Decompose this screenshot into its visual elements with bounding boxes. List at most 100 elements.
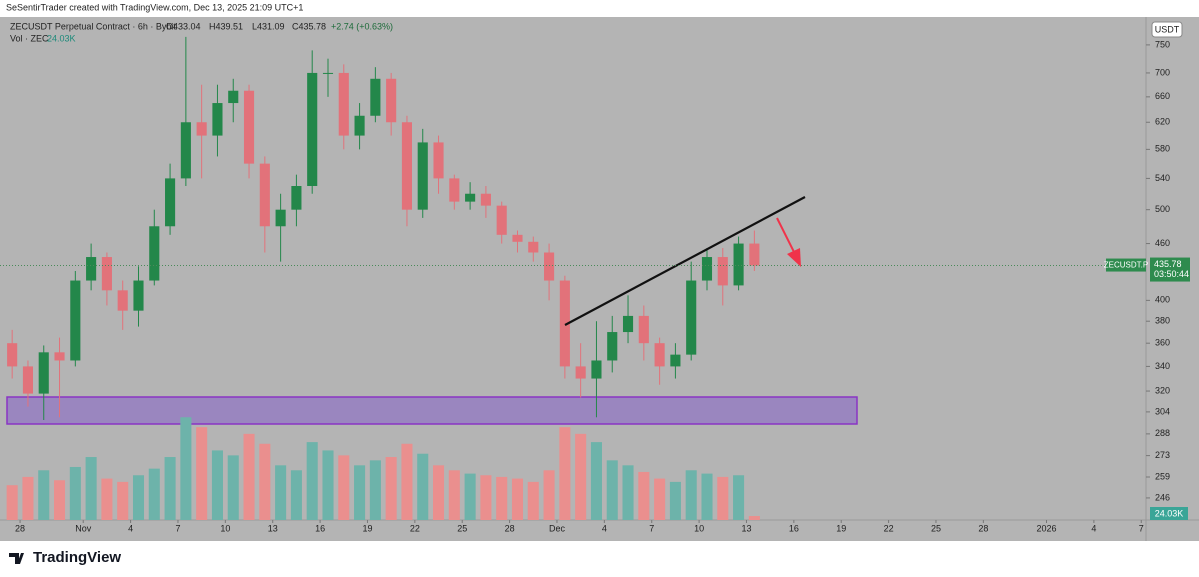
candle-body	[433, 142, 444, 179]
candle-body	[275, 209, 286, 227]
volume-bar	[354, 465, 366, 520]
candle-body	[243, 90, 255, 164]
candle-body	[180, 122, 191, 179]
x-tick-label: 4	[128, 523, 133, 533]
candle-body	[386, 78, 397, 123]
candle-body	[528, 241, 539, 253]
volume-bar	[606, 460, 618, 520]
volume-bar	[275, 465, 287, 520]
candle-body	[496, 205, 507, 235]
volume-bar	[85, 457, 97, 520]
volume-bar	[338, 455, 350, 520]
volume-bar	[480, 475, 492, 520]
volume-bar	[132, 475, 145, 520]
candle-body	[101, 257, 112, 291]
y-tick-label: 259	[1155, 471, 1170, 481]
y-tick-label: 288	[1155, 428, 1170, 438]
candle-body	[291, 185, 302, 210]
candle-body	[465, 193, 476, 202]
y-tick-label: 660	[1155, 91, 1170, 101]
x-tick-label: 28	[15, 523, 25, 533]
volume-bar	[638, 471, 650, 520]
candle-body	[607, 332, 618, 361]
volume-bar	[433, 465, 445, 520]
volume-bar	[322, 450, 334, 520]
x-tick-label: 7	[1139, 523, 1144, 533]
volume-bar	[733, 475, 745, 520]
x-tick-label: Nov	[75, 523, 92, 533]
x-tick-label: 22	[410, 523, 420, 533]
symbol-label-box	[1106, 258, 1146, 272]
candle-body	[686, 280, 697, 355]
y-tick-label: 360	[1155, 338, 1170, 348]
volume-bar	[259, 443, 271, 520]
candle-body	[544, 252, 555, 281]
candle-body	[22, 366, 34, 394]
legend-low: L431.09	[252, 21, 285, 31]
y-tick-label: 620	[1155, 117, 1170, 127]
candle-body	[717, 257, 728, 286]
y-tick-label: 400	[1155, 295, 1170, 305]
volume-bar	[6, 485, 18, 520]
volume-bar	[22, 476, 34, 520]
candle-body	[212, 103, 223, 136]
candle-body	[149, 226, 160, 281]
legend-close: C435.78	[292, 21, 326, 31]
legend-volume-value: 24.03K	[47, 33, 76, 43]
y-tick-label: 750	[1155, 39, 1170, 49]
x-tick-label: 4	[1091, 523, 1096, 533]
y-tick-label: 320	[1155, 385, 1170, 395]
arrow-shaft	[776, 217, 797, 257]
x-tick-label: 28	[978, 523, 988, 533]
trendline	[564, 196, 806, 326]
legend-open: O433.04	[166, 21, 201, 31]
volume-bar	[511, 478, 524, 520]
x-tick-label: 22	[884, 523, 894, 533]
brand-logo	[9, 553, 24, 564]
candle-body	[38, 352, 49, 394]
candle-body	[370, 78, 381, 116]
chart-title: SeSentirTrader created with TradingView.…	[6, 2, 303, 12]
candle-body	[670, 354, 681, 367]
candle-body	[133, 280, 144, 311]
y-tick-label: 700	[1155, 67, 1170, 77]
x-tick-label: 19	[362, 523, 372, 533]
candle-body	[196, 122, 207, 136]
brand: TradingView	[33, 549, 121, 566]
x-tick-label: 16	[789, 523, 799, 533]
currency: USDT	[1155, 24, 1180, 34]
volume-bar	[464, 473, 476, 520]
x-tick-label: 13	[741, 523, 751, 533]
volume-bar	[559, 427, 571, 520]
candle-body	[401, 122, 413, 210]
volume-label-box	[1150, 507, 1188, 520]
volume-bar	[148, 468, 160, 520]
y-tick-label: 340	[1155, 361, 1170, 371]
x-tick-label: 7	[175, 523, 180, 533]
symbol-label: ZECUSDT.P	[1104, 261, 1148, 270]
candle-body	[165, 178, 176, 227]
x-tick-label: 4	[602, 523, 607, 533]
candle-body	[449, 178, 460, 202]
candle-body	[70, 280, 81, 361]
volume-bar	[117, 481, 129, 520]
candle-body	[338, 72, 349, 136]
volume-bar	[306, 442, 318, 520]
candle-body	[228, 90, 239, 104]
y-tick-label: 540	[1155, 173, 1170, 183]
candle-body	[117, 290, 128, 311]
volume-bar	[369, 460, 381, 520]
volume-bar	[180, 417, 192, 520]
currency-box[interactable]	[1151, 21, 1183, 38]
candle-body	[54, 352, 65, 361]
volume-bar	[164, 457, 176, 520]
legend-change: +2.74 (+0.63%)	[331, 21, 393, 31]
legend: ZECUSDT Perpetual Contract · 6h · Bybit …	[10, 21, 393, 43]
y-tick-label: 304	[1155, 406, 1170, 416]
volume-bar	[448, 470, 460, 520]
volume-bar	[590, 442, 602, 520]
y-tick-label: 380	[1155, 316, 1170, 326]
candle-body	[512, 234, 523, 242]
volume-bar	[496, 476, 508, 520]
